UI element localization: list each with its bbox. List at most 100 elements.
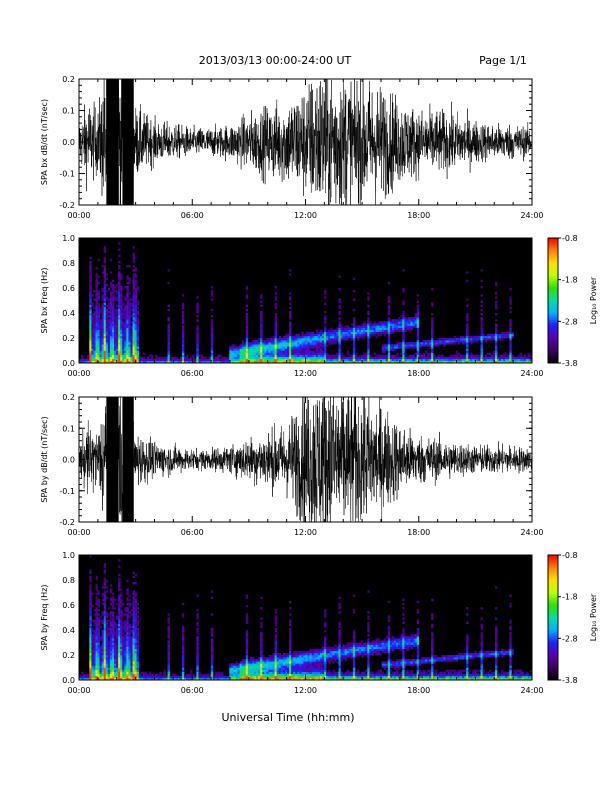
spectrogram-cell <box>293 676 295 678</box>
spectrogram-cell <box>124 630 126 632</box>
spectrogram-cell <box>143 674 145 676</box>
spectrogram-cell <box>448 340 450 342</box>
spectrogram-cell <box>316 657 318 659</box>
spectrogram-cell <box>330 332 332 334</box>
spectrogram-cell <box>108 628 110 630</box>
spectrogram-cell <box>318 357 320 359</box>
spectrogram-cell <box>112 649 114 651</box>
spectrogram-cell <box>287 674 289 676</box>
spectrogram-cell <box>182 626 184 628</box>
spectrogram-cell <box>316 346 318 348</box>
spectrogram-cell <box>466 355 468 357</box>
spectrogram-cell <box>196 330 198 332</box>
spectrogram-cell <box>246 336 248 338</box>
spectrogram-cell <box>336 332 338 334</box>
spectrogram-cell <box>384 321 386 323</box>
spectrogram-cell <box>417 319 419 321</box>
spectrogram-cell <box>168 328 170 330</box>
spectrogram-cell <box>118 626 120 628</box>
spectrogram-cell <box>126 317 128 319</box>
spectrogram-cell <box>137 336 139 338</box>
spectrogram-cell <box>95 643 97 645</box>
spectrogram-cell <box>464 338 466 340</box>
spectrogram-cell <box>268 340 270 342</box>
spectrogram-cell <box>118 649 120 651</box>
spectrogram-cell <box>182 655 184 657</box>
spectrogram-cell <box>116 645 118 647</box>
spectrogram-cell <box>357 328 359 330</box>
spectrogram-cell <box>289 348 291 350</box>
spectrogram-cell <box>168 634 170 636</box>
spectrogram-cell <box>196 668 198 670</box>
spectrogram-cell <box>168 676 170 678</box>
spectrogram-cell <box>367 340 369 342</box>
spectrogram-cell <box>244 663 246 665</box>
spectrogram-cell <box>390 321 392 323</box>
spectrogram-cell <box>126 603 128 605</box>
spectrogram-cell <box>133 259 135 261</box>
spectrogram-cell <box>168 348 170 350</box>
spectrogram-cell <box>415 342 417 344</box>
spectrogram-cell <box>283 338 285 340</box>
spectrogram-cell <box>112 284 114 286</box>
spectrogram-cell <box>182 359 184 361</box>
spectrogram-cell <box>95 321 97 323</box>
spectrogram-cell <box>318 665 320 667</box>
spectrogram-cell <box>273 346 275 348</box>
spectrogram-cell <box>203 674 205 676</box>
spectrogram-cell <box>135 618 137 620</box>
spectrogram-cell <box>133 609 135 611</box>
spectrogram-cell <box>126 670 128 672</box>
spectrogram-cell <box>135 276 137 278</box>
spectrogram-cell <box>114 311 116 313</box>
spectrogram-cell <box>89 593 91 595</box>
spectrogram-cell <box>100 309 102 311</box>
spectrogram-cell <box>196 657 198 659</box>
spectrogram-cell <box>495 292 497 294</box>
spectrogram-cell <box>89 286 91 288</box>
spectrogram-cell <box>110 259 112 261</box>
spectrogram-cell <box>95 588 97 590</box>
spectrogram-cell <box>341 332 343 334</box>
spectrogram-cell <box>326 338 328 340</box>
spectrogram-cell <box>126 632 128 634</box>
spectrogram-cell <box>293 670 295 672</box>
spectrogram-cell <box>104 607 106 609</box>
spectrogram-cell <box>293 668 295 670</box>
spectrogram-cell <box>359 332 361 334</box>
spectrogram-cell <box>108 672 110 674</box>
spectrogram-cell <box>345 336 347 338</box>
spectrogram-cell <box>114 655 116 657</box>
spectrogram-cell <box>411 346 413 348</box>
spectrogram-cell <box>429 340 431 342</box>
spectrogram-cell <box>93 632 95 634</box>
spectrogram-cell <box>114 351 116 353</box>
spectrogram-cell <box>89 640 91 642</box>
spectrogram-cell <box>120 319 122 321</box>
spectrogram-cell <box>110 649 112 651</box>
spectrogram-cell <box>122 676 124 678</box>
spectrogram-cell <box>262 670 264 672</box>
spectrogram-cell <box>118 288 120 290</box>
spectrogram-cell <box>137 334 139 336</box>
spectrogram-cell <box>485 336 487 338</box>
spectrogram-cell <box>168 643 170 645</box>
spectrogram-cell <box>458 340 460 342</box>
spectrogram-cell <box>429 342 431 344</box>
spectrogram-cell <box>124 355 126 357</box>
spectrogram-cell <box>196 622 198 624</box>
spectrogram-cell <box>120 332 122 334</box>
spectrogram-cell <box>95 278 97 280</box>
spectrogram-cell <box>89 265 91 267</box>
spectrogram-cell <box>238 357 240 359</box>
spectrogram-cell <box>299 348 301 350</box>
spectrogram-cell <box>308 668 310 670</box>
spectrogram-cell <box>128 632 130 634</box>
spectrogram-cell <box>252 663 254 665</box>
spectrogram-cell <box>367 346 369 348</box>
spectrogram-cell <box>137 307 139 309</box>
spectrogram-cell <box>390 330 392 332</box>
spectrogram-cell <box>104 330 106 332</box>
spectrogram-cell <box>303 657 305 659</box>
